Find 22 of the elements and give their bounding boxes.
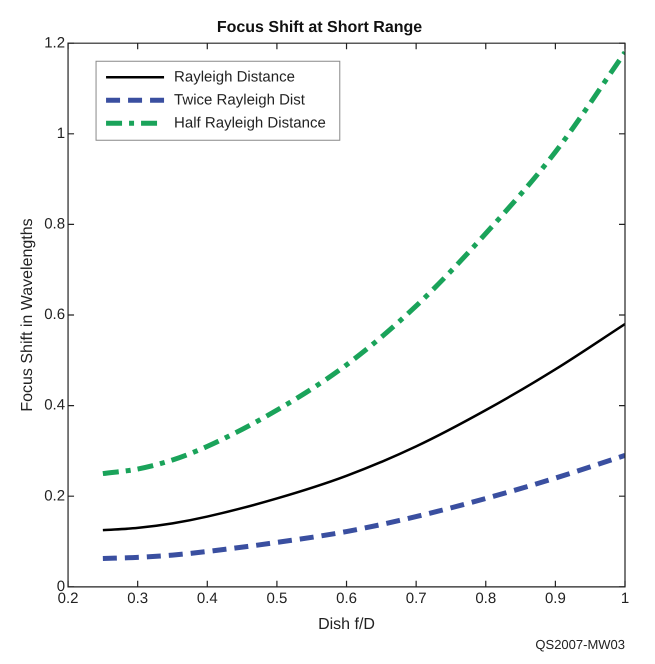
text: QS2007-MW03 [535,637,625,652]
legend-label: Half Rayleigh Distance [174,114,326,132]
y-tick-label: 0.4 [44,396,66,414]
y-tick-label: 0.2 [44,487,66,504]
x-axis-title: Dish f/D [318,616,375,633]
x-tick-label: 0.8 [475,590,496,607]
x-tick-label: 0.3 [127,590,148,607]
y-tick-label: 1.2 [44,34,66,52]
x-tick-label: 0.7 [406,590,427,607]
y-tick-label: 0.6 [44,306,66,324]
x-tick-label: 1 [620,590,630,607]
x-tick-label: 0.4 [196,590,218,607]
y-tick-label: 0.8 [44,216,66,233]
x-tick-label: 0.5 [266,590,288,607]
y-axis-title: Focus Shift in Wavelengths [19,218,36,412]
x-tick-label: 0.9 [544,590,566,607]
y-tick-label: 1 [56,124,66,142]
legend-label: Twice Rayleigh Dist [174,91,306,108]
legend-label: Rayleigh Distance [174,68,295,86]
chart-title: Focus Shift at Short Range [216,19,422,36]
line-series [102,322,625,532]
x-tick-label: 0.6 [336,590,357,607]
